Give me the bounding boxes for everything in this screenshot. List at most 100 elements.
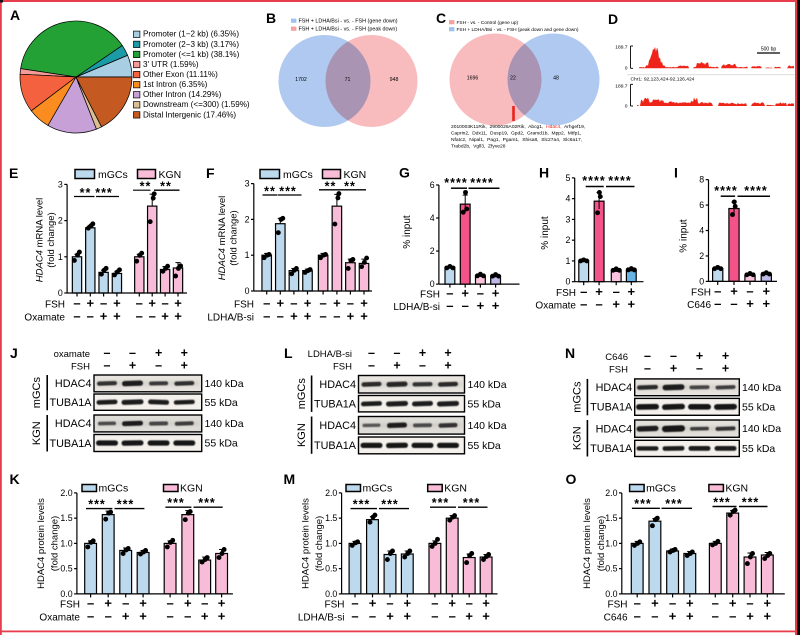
svg-text:–: –	[263, 296, 270, 311]
svg-text:+: +	[764, 609, 772, 624]
svg-text:–: –	[696, 362, 703, 376]
svg-text:–: –	[746, 596, 753, 611]
svg-text:HDAC4: HDAC4	[319, 420, 356, 432]
svg-text:0.5: 0.5	[325, 564, 337, 574]
svg-text:–: –	[184, 609, 191, 624]
svg-text:–: –	[201, 596, 208, 611]
svg-text:55 kDa: 55 kDa	[742, 443, 775, 455]
svg-text:***: ***	[95, 186, 113, 200]
svg-text:Other Exon (11.11%): Other Exon (11.11%)	[143, 70, 218, 79]
svg-text:+: +	[444, 346, 451, 360]
svg-text:0.0: 0.0	[60, 589, 72, 599]
svg-text:(fold change): (fold change)	[46, 212, 57, 267]
svg-text:2: 2	[430, 246, 435, 256]
svg-text:1: 1	[58, 252, 63, 262]
svg-text:0: 0	[625, 66, 628, 72]
svg-text:+: +	[729, 596, 737, 611]
svg-text:C646: C646	[604, 613, 628, 624]
svg-text:0.5: 0.5	[60, 564, 72, 574]
svg-text:HDAC4: HDAC4	[55, 418, 92, 430]
svg-text:–: –	[595, 297, 602, 312]
svg-text:+: +	[448, 596, 456, 611]
svg-text:+: +	[218, 609, 226, 624]
svg-text:1.0: 1.0	[605, 538, 617, 548]
svg-text:***: ***	[665, 497, 683, 511]
svg-text:–: –	[431, 609, 438, 624]
svg-text:–: –	[669, 596, 676, 611]
svg-text:mGCs: mGCs	[283, 169, 313, 181]
svg-text:2010003K11Rik, 2900026A02Rik,: 2010003K11Rik, 2900026A02Rik, Abcg1, Hda…	[451, 124, 585, 130]
svg-text:***: ***	[88, 498, 106, 512]
svg-text:C646: C646	[605, 352, 628, 363]
svg-text:K: K	[10, 471, 20, 487]
svg-text:–: –	[651, 609, 658, 624]
svg-text:0.5: 0.5	[605, 564, 617, 574]
svg-text:–: –	[73, 309, 80, 324]
svg-text:TUBA1A: TUBA1A	[590, 402, 633, 414]
svg-text:FSH: FSH	[333, 362, 352, 373]
svg-text:FSH + LDHA/Bsi - vs. - FSH (pe: FSH + LDHA/Bsi - vs. - FSH (peak down an…	[457, 27, 579, 33]
svg-text:N: N	[565, 345, 575, 361]
svg-text:–: –	[105, 609, 112, 624]
svg-text:–: –	[477, 286, 484, 301]
svg-text:0: 0	[245, 286, 250, 296]
svg-text:****: ****	[582, 174, 605, 188]
svg-text:5: 5	[565, 173, 570, 183]
svg-text:2: 2	[58, 216, 63, 226]
svg-text:D: D	[608, 11, 618, 27]
svg-text:+: +	[763, 284, 771, 299]
svg-text:+: +	[404, 609, 412, 624]
svg-text:HDAC4 protein levels: HDAC4 protein levels	[582, 498, 593, 589]
svg-text:–: –	[729, 609, 736, 624]
svg-text:+: +	[122, 609, 130, 624]
svg-text:–: –	[277, 309, 284, 324]
svg-text:71: 71	[345, 77, 351, 83]
svg-text:+: +	[113, 296, 121, 311]
svg-text:–: –	[104, 346, 111, 360]
svg-text:–: –	[386, 596, 393, 611]
svg-text:–: –	[446, 286, 453, 301]
svg-text:+: +	[360, 309, 368, 324]
svg-text:–: –	[104, 359, 111, 373]
svg-text:+: +	[104, 596, 112, 611]
svg-text:FSH: FSH	[609, 365, 628, 376]
svg-text:140 kDa: 140 kDa	[205, 378, 244, 390]
svg-text:0.0: 0.0	[325, 589, 337, 599]
svg-text:KGN: KGN	[31, 421, 43, 445]
svg-text:–: –	[87, 596, 94, 611]
svg-text:+: +	[492, 298, 500, 313]
svg-text:KGN: KGN	[725, 483, 748, 495]
svg-text:+: +	[746, 296, 754, 311]
svg-text:+: +	[290, 309, 298, 324]
svg-text:+: +	[304, 296, 312, 311]
svg-text:–: –	[155, 359, 162, 373]
svg-text:mGCs: mGCs	[31, 377, 43, 409]
svg-text:48: 48	[553, 76, 559, 82]
svg-text:FSH + LDHA/Bsi - vs. - FSH (pe: FSH + LDHA/Bsi - vs. - FSH (peak down)	[299, 27, 398, 33]
svg-text:mGCs: mGCs	[572, 381, 584, 413]
svg-text:4: 4	[430, 213, 435, 223]
svg-text:HDAC4: HDAC4	[596, 423, 633, 435]
svg-text:–: –	[466, 596, 473, 611]
svg-text:–: –	[87, 609, 94, 624]
svg-text:1: 1	[245, 250, 250, 260]
svg-text:+: +	[174, 309, 182, 324]
svg-text:–: –	[613, 284, 620, 299]
svg-text:+: +	[161, 309, 169, 324]
svg-text:F: F	[206, 165, 215, 181]
svg-text:TUBA1A: TUBA1A	[49, 438, 92, 450]
svg-text:Other Intron (14.29%): Other Intron (14.29%)	[143, 90, 222, 99]
svg-text:+: +	[218, 596, 226, 611]
svg-text:KGN: KGN	[180, 483, 203, 495]
svg-text:+: +	[347, 309, 355, 324]
svg-text:3: 3	[245, 179, 250, 189]
svg-text:+: +	[669, 609, 677, 624]
svg-text:–: –	[746, 284, 753, 299]
svg-text:–: –	[351, 596, 358, 611]
svg-text:(fold change): (fold change)	[50, 516, 61, 571]
svg-text:+: +	[369, 596, 377, 611]
svg-text:0: 0	[430, 279, 435, 289]
svg-text:***: ***	[353, 498, 371, 512]
svg-text:–: –	[87, 309, 94, 324]
svg-text:+: +	[184, 596, 192, 611]
